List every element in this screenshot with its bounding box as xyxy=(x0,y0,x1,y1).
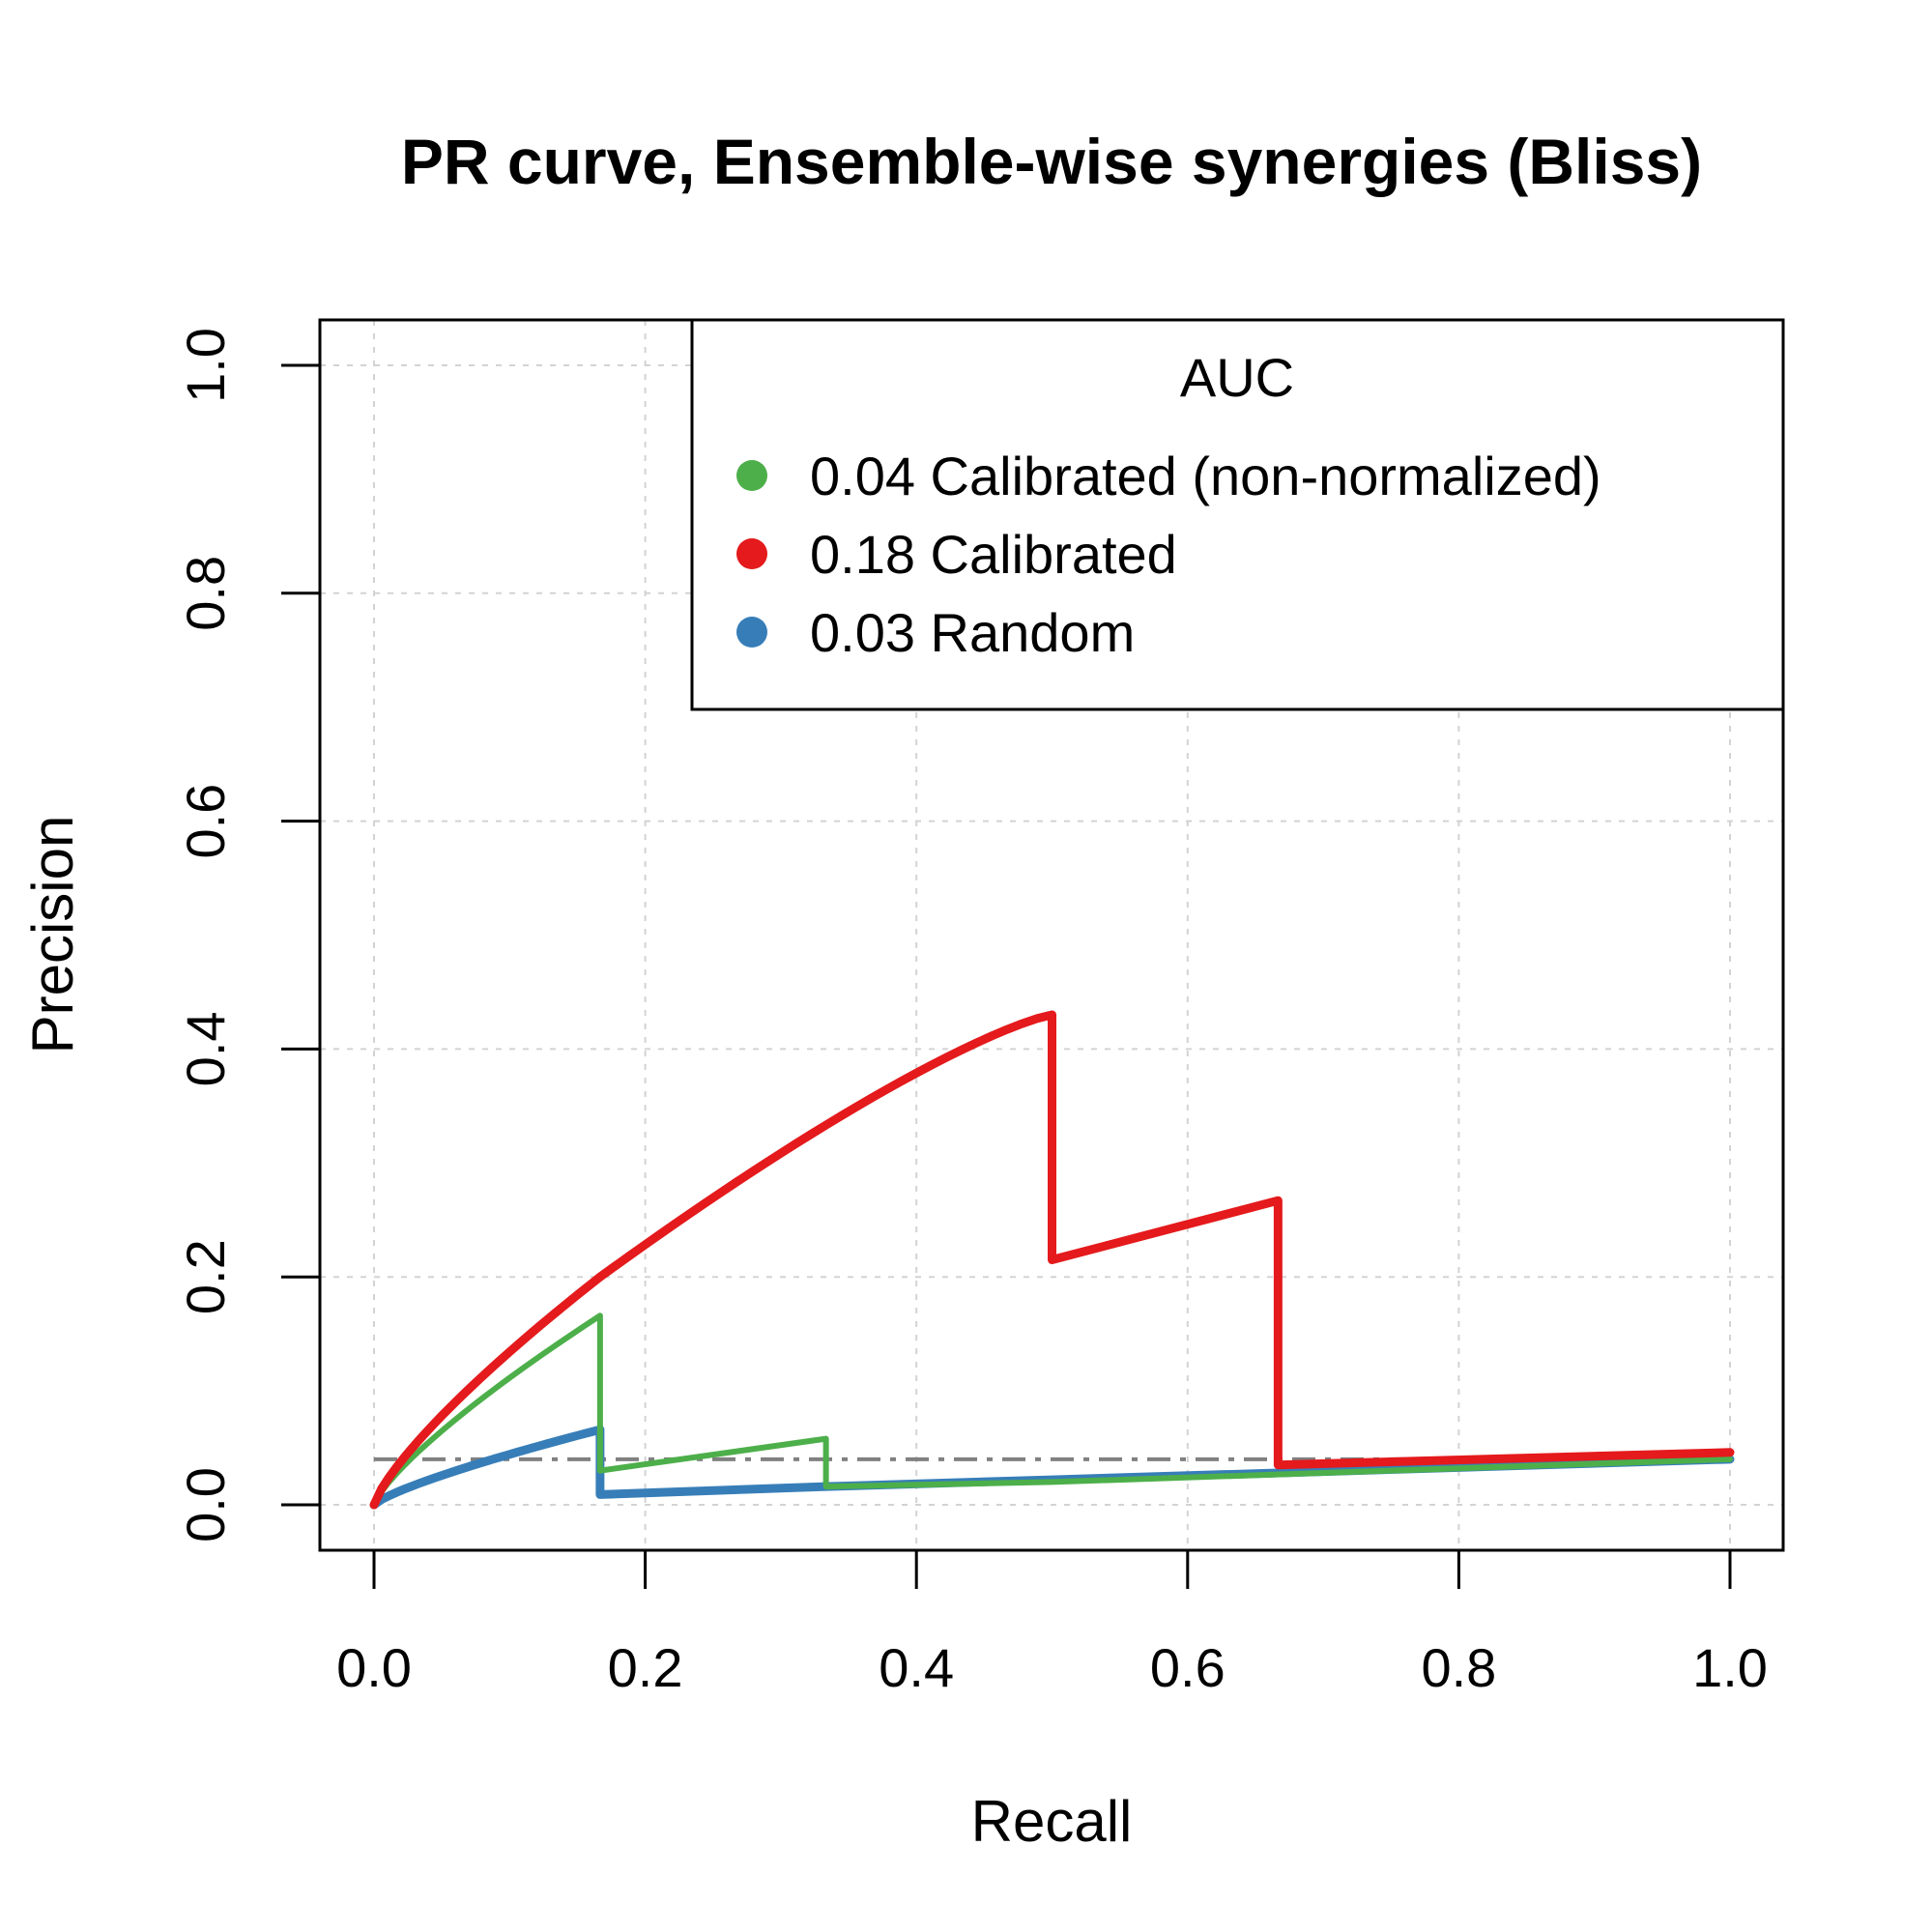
y-tick-label: 0.8 xyxy=(175,556,236,631)
x-axis-label: Recall xyxy=(971,1789,1133,1854)
legend-entry-label: 0.18 Calibrated xyxy=(810,524,1177,585)
legend-entries: 0.04 Calibrated (non-normalized) 0.18 Cal… xyxy=(736,446,1601,663)
x-axis: 0.0 0.2 0.4 0.6 0.8 1.0 xyxy=(336,1548,1768,1698)
y-tick-label: 1.0 xyxy=(175,328,236,403)
legend-entry-label: 0.04 Calibrated (non-normalized) xyxy=(810,446,1601,506)
legend-entry-label: 0.03 Random xyxy=(810,602,1135,663)
y-axis: 0.0 0.2 0.4 0.6 0.8 1.0 xyxy=(175,328,322,1543)
y-tick-label: 0.4 xyxy=(175,1011,236,1086)
x-tick-label: 1.0 xyxy=(1692,1637,1768,1698)
legend-marker xyxy=(736,538,767,569)
y-tick-label: 0.0 xyxy=(175,1467,236,1543)
x-tick-label: 0.6 xyxy=(1150,1637,1226,1698)
chart-title: PR curve, Ensemble-wise synergies (Bliss… xyxy=(401,126,1702,197)
series-group xyxy=(369,1010,1735,1510)
legend-marker xyxy=(736,617,767,648)
legend-title: AUC xyxy=(1180,347,1294,408)
y-tick-label: 0.2 xyxy=(175,1239,236,1314)
x-tick-label: 0.2 xyxy=(608,1637,683,1698)
x-tick-label: 0.4 xyxy=(879,1637,954,1698)
y-tick-label: 0.6 xyxy=(175,784,236,859)
legend: AUC 0.04 Calibrated (non-normalized) 0.18… xyxy=(690,318,1785,711)
legend-marker xyxy=(736,460,767,491)
x-tick-label: 0.0 xyxy=(336,1637,412,1698)
legend-box xyxy=(690,318,1785,711)
series-line-0-18-calibrated xyxy=(369,1010,1735,1510)
y-axis-label: Precision xyxy=(20,816,85,1054)
x-tick-label: 0.8 xyxy=(1421,1637,1496,1698)
series-line-0-03-random xyxy=(369,1425,1735,1510)
series-line-0-04-calibrated-non-normalized xyxy=(371,1312,1733,1508)
